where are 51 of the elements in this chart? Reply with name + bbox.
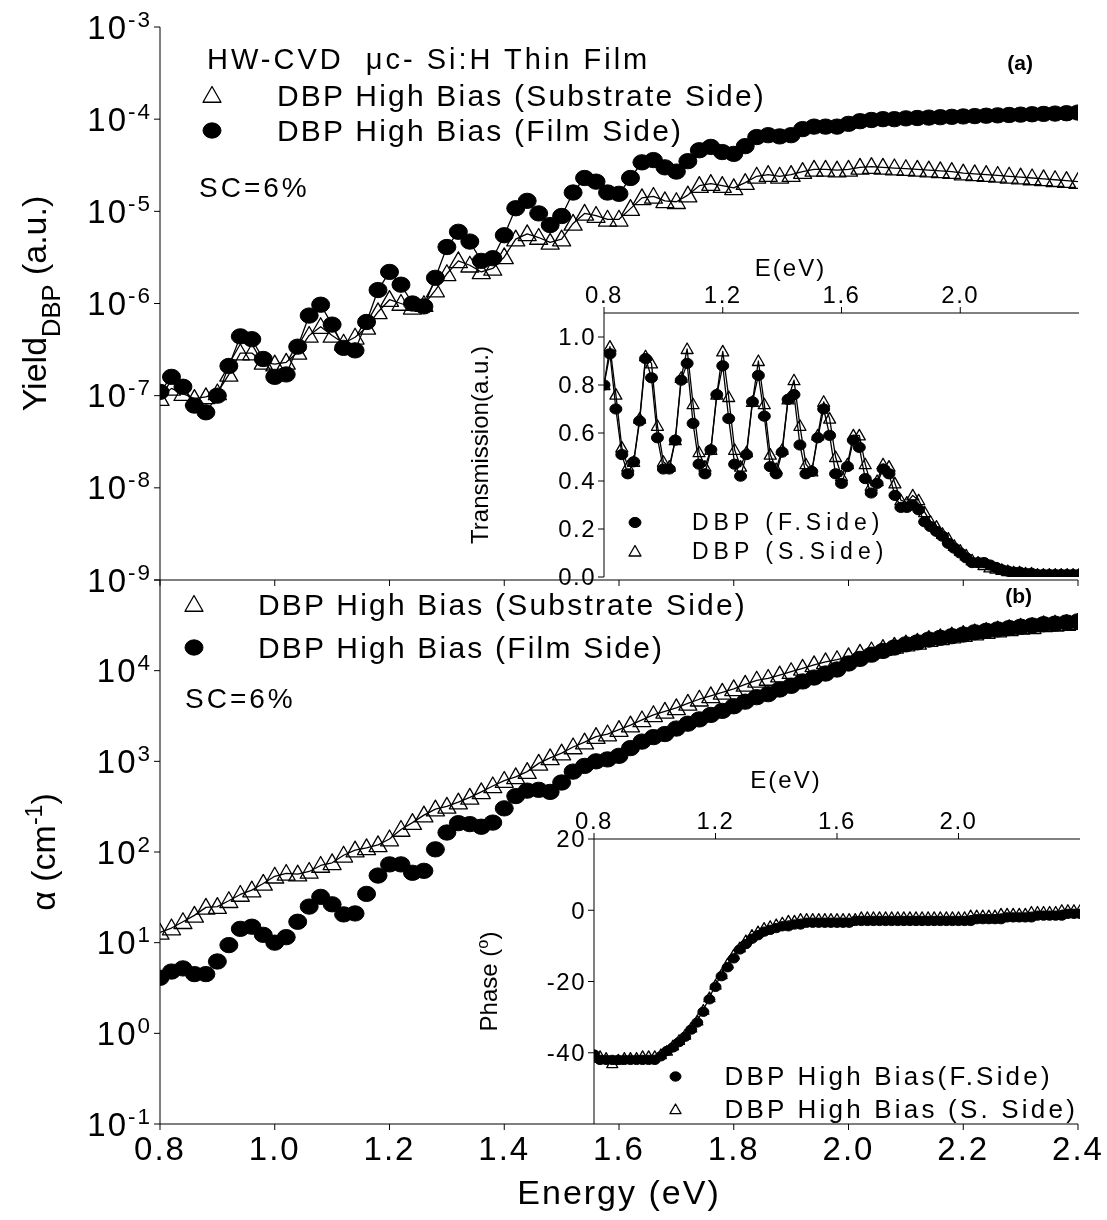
x-tick-label: 1.2 [696,807,735,834]
x-tick-label: 1.2 [363,1130,416,1168]
legend-label: DBP High Bias (S. Side) [724,1094,1078,1125]
x-tick-label: 2.2 [937,1130,990,1168]
y-tick-label: 0.4 [558,467,596,495]
x-tick-label: 1.6 [593,1130,645,1168]
x-tick-label: 2.0 [939,807,978,834]
y-tick-label: 0 [571,896,586,924]
x-tick-label: 1.8 [707,1130,760,1168]
y-tick-label: 10$^{0}$ [96,1012,152,1052]
y-tick-label: 1.0 [558,323,596,351]
x-axis-title: E(eV) [754,254,827,281]
y-tick-label: 10$^{2}$ [96,831,152,871]
y-tick-label: 10$^{-6}$ [87,282,152,323]
legend-label: DBP High Bias (Substrate Side) [277,78,766,113]
x-axis-title: E(eV) [750,766,822,793]
y-tick-label: -20 [546,967,586,995]
x-tick-label: 2.0 [822,1130,875,1168]
legend-label: DBP (S.Side) [692,538,889,565]
x-tick-label: 1.0 [248,1130,301,1168]
annotation: SC=6% [185,683,296,715]
y-tick-label: 10$^{1}$ [96,921,152,962]
y-tick-label: 0.6 [558,419,596,447]
legend-label: DBP High Bias (Film Side) [277,113,684,148]
legend-label: DBP High Bias (Film Side) [258,630,665,665]
y-tick-label: 0.2 [558,515,596,543]
text: HW-CVD μc- Si:H Thin Film [207,43,651,76]
legend-label: DBP High Bias(F.Side) [724,1061,1053,1092]
y-axis-title: Transmission(a.u.) [466,346,493,544]
x-axis-title: Energy (eV) [517,1173,721,1211]
x-tick-label: 2.4 [1052,1130,1104,1168]
y-tick-label: 0.8 [558,371,596,399]
y-tick-label: 10$^{-4}$ [87,98,152,138]
y-tick-label: 10$^{-7}$ [87,374,152,415]
legend-label: DBP (F.Side) [692,509,885,536]
y-tick-label: 10$^{3}$ [96,740,152,780]
y-tick-label: 10$^{4}$ [96,649,152,690]
annotation: SC=6% [199,172,310,204]
y-tick-label: -40 [546,1039,586,1067]
x-tick-label: 1.6 [822,281,861,308]
x-tick-label: 2.0 [941,281,980,308]
y-tick-label: 10$^{-5}$ [87,190,152,230]
x-tick-label: 0.8 [585,281,623,308]
y-tick-label: 10$^{-9}$ [87,559,152,599]
annotation: (b) [1005,584,1032,608]
annotation: (a) [1007,51,1033,75]
x-tick-label: 1.4 [478,1130,531,1168]
x-tick-label: 1.2 [703,281,742,308]
x-tick-label: 1.6 [818,807,856,834]
y-tick-label: 10$^{-8}$ [87,466,152,507]
y-tick-label: 10$^{-3}$ [87,6,152,46]
